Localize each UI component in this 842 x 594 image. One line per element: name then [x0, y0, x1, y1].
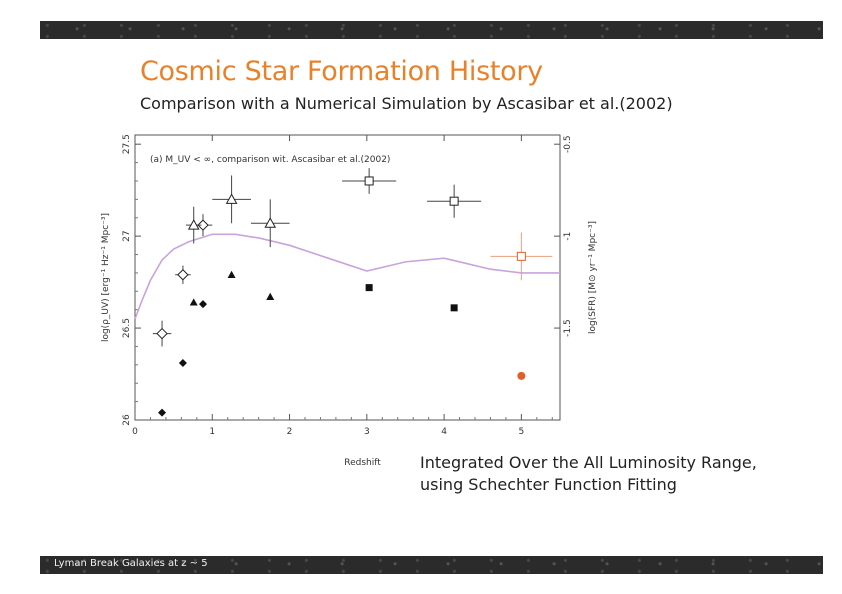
y-tick-label-left: 26.5 [122, 318, 132, 338]
x-tick-label: 5 [518, 427, 524, 437]
slide-title: Cosmic Star Formation History [140, 56, 543, 87]
y-tick-label-left: 27 [122, 230, 132, 241]
y-tick-label-left: 27.5 [122, 134, 132, 154]
open-square-point [449, 196, 459, 206]
y-axis-label-left: log(ρ_UV) [erg⁻¹ Hz⁻¹ Mpc⁻³] [101, 213, 111, 342]
method-note-line-1: Integrated Over the All Luminosity Range… [420, 453, 757, 472]
x-tick-label: 3 [364, 427, 370, 437]
footer-text: Lyman Break Galaxies at z ~ 5 [54, 558, 208, 569]
y-tick-label-right: -0.5 [563, 135, 573, 153]
filled-diamond-point [199, 300, 207, 309]
filled-triangle-point [189, 298, 198, 306]
open-triangle-point [187, 219, 200, 230]
x-axis-label: Redshift [344, 458, 381, 468]
y-axis-label-right: log(SFR) [M⊙ yr⁻¹ Mpc⁻³] [588, 221, 598, 334]
filled-triangle-point [266, 292, 275, 301]
open-diamond-point [156, 327, 168, 340]
open-triangle-point [225, 193, 238, 204]
filled-diamond-point [178, 359, 187, 367]
highlight-open-square-point [516, 251, 526, 261]
x-tick-label: 0 [132, 427, 138, 437]
slide-subtitle: Comparison with a Numerical Simulation b… [140, 94, 673, 113]
filled-square-point [450, 304, 458, 312]
simulation-curve [134, 233, 560, 320]
filled-triangle-point [227, 270, 236, 278]
open-triangle-point [264, 217, 277, 228]
open-diamond-point [177, 269, 189, 281]
method-note-line-2: using Schechter Function Fitting [420, 475, 677, 494]
bottom-banner: Lyman Break Galaxies at z ~ 5 [40, 556, 823, 574]
panel-label: (a) M_UV < ∞, comparison wit. Ascasibar … [150, 155, 390, 165]
x-tick-label: 2 [287, 427, 293, 437]
open-diamond-point [197, 219, 209, 231]
top-banner [40, 21, 823, 39]
filled-diamond-point [158, 408, 167, 417]
open-square-point [364, 176, 374, 186]
highlight-filled-circle-point [517, 371, 526, 380]
y-tick-label-left: 26 [122, 414, 132, 426]
y-tick-label-right: -1 [563, 232, 573, 241]
filled-square-point [365, 284, 373, 292]
x-tick-label: 4 [441, 427, 447, 437]
plot-frame [134, 134, 561, 421]
method-note: Integrated Over the All Luminosity Range… [420, 452, 757, 496]
x-tick-label: 1 [209, 427, 215, 437]
y-tick-label-right: -1.5 [563, 319, 573, 337]
